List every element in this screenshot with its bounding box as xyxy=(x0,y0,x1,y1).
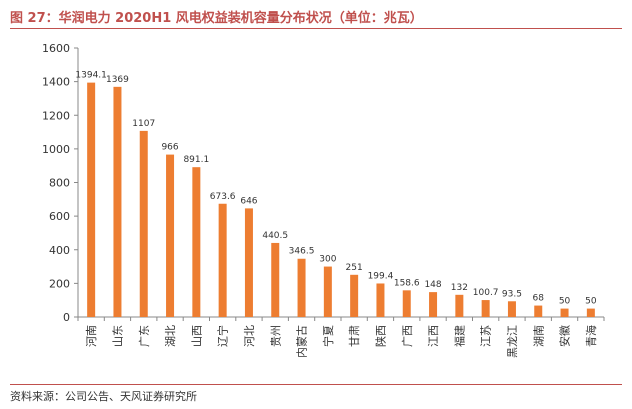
source-note: 资料来源：公司公告、天风证券研究所 xyxy=(10,390,197,403)
data-label: 966 xyxy=(161,143,178,153)
data-label: 132 xyxy=(451,283,468,293)
bar xyxy=(481,300,490,317)
bar xyxy=(244,208,253,317)
data-label: 93.5 xyxy=(502,289,522,299)
category-label: 陕西 xyxy=(373,325,387,347)
figure-title: 图 27：华润电力 2020H1 风电权益装机容量分布状况（单位：兆瓦） xyxy=(10,11,423,26)
y-tick-label: 1400 xyxy=(42,76,70,89)
source-rule xyxy=(10,384,622,385)
data-label: 50 xyxy=(559,297,571,307)
category-label: 福建 xyxy=(452,325,466,347)
bar xyxy=(87,82,96,317)
y-tick-label: 800 xyxy=(49,177,70,190)
category-label: 江苏 xyxy=(480,325,493,347)
bar xyxy=(113,86,122,317)
y-tick-label: 1000 xyxy=(42,143,70,156)
category-label: 贵州 xyxy=(269,325,282,347)
data-label: 1369 xyxy=(106,75,129,85)
bar xyxy=(586,308,595,317)
bar xyxy=(402,290,411,317)
bar xyxy=(376,283,385,317)
category-label: 广东 xyxy=(138,325,151,347)
data-label: 346.5 xyxy=(289,247,315,257)
bar xyxy=(297,258,306,317)
data-label: 1394.1 xyxy=(75,71,107,81)
bar xyxy=(560,308,569,317)
category-label: 辽宁 xyxy=(216,325,230,347)
bar xyxy=(455,294,464,317)
data-label: 100.7 xyxy=(473,288,499,298)
category-label: 宁夏 xyxy=(321,325,335,347)
category-label: 河南 xyxy=(85,325,98,347)
data-label: 148 xyxy=(424,280,441,290)
bar xyxy=(271,242,280,317)
data-label: 50 xyxy=(585,297,597,307)
category-label: 甘肃 xyxy=(348,325,361,347)
data-label: 673.6 xyxy=(210,192,236,202)
bar xyxy=(507,301,516,317)
y-tick-label: 400 xyxy=(49,244,70,257)
category-label: 河北 xyxy=(243,325,256,347)
data-label: 68 xyxy=(533,294,545,304)
y-tick-label: 200 xyxy=(49,277,70,290)
category-label: 安徽 xyxy=(558,325,572,347)
bar xyxy=(218,203,227,317)
data-label: 251 xyxy=(346,263,363,273)
data-label: 300 xyxy=(319,255,336,265)
y-tick-label: 600 xyxy=(49,210,70,223)
category-label: 湖南 xyxy=(532,325,545,347)
y-tick-label: 0 xyxy=(63,311,70,324)
category-label: 湖北 xyxy=(164,325,177,347)
data-label: 646 xyxy=(240,196,257,206)
y-tick-label: 1600 xyxy=(42,42,70,55)
data-label: 1107 xyxy=(132,119,155,129)
category-label: 广西 xyxy=(401,325,414,347)
category-label: 山东 xyxy=(111,325,124,347)
bar xyxy=(429,292,438,317)
category-label: 山西 xyxy=(190,325,203,347)
bar xyxy=(534,305,543,317)
category-label: 黑龙江 xyxy=(506,325,519,358)
data-label: 891.1 xyxy=(183,155,209,165)
category-label: 青海 xyxy=(584,325,598,347)
data-label: 440.5 xyxy=(262,231,288,241)
bar xyxy=(323,266,332,317)
bar xyxy=(166,154,175,317)
category-label: 内蒙古 xyxy=(295,325,309,358)
bar xyxy=(192,167,201,317)
y-tick-label: 1200 xyxy=(42,109,70,122)
title-rule xyxy=(10,28,622,29)
data-label: 199.4 xyxy=(368,271,394,281)
bar-chart: 0 200 400 600 800 1000 1200 1400 1600 1394.1 河南 136… xyxy=(42,42,605,358)
bar xyxy=(139,130,148,317)
category-label: 江西 xyxy=(427,325,440,347)
data-label: 158.6 xyxy=(394,278,420,288)
bar xyxy=(350,274,359,317)
